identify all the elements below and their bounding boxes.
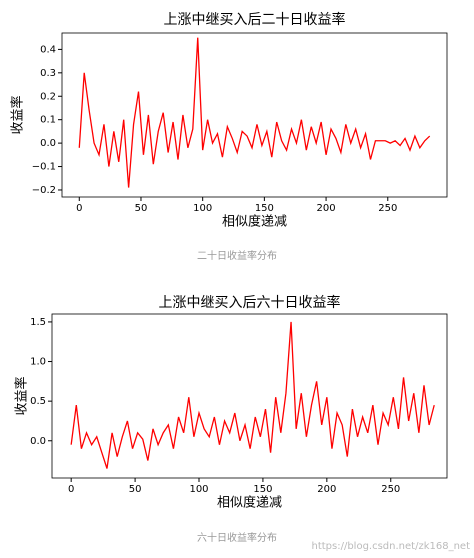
caption: 二十日收益率分布	[197, 249, 277, 262]
y-axis-label: 收益率	[14, 376, 30, 415]
x-tick-label: 0	[68, 484, 74, 495]
x-tick-label: 150	[253, 484, 272, 495]
x-tick-label: 100	[193, 203, 212, 214]
y-tick-label: −0.2	[32, 185, 56, 196]
y-tick-label: 0.1	[40, 115, 56, 126]
y-axis-label: 收益率	[10, 95, 26, 134]
data-line	[78, 37, 431, 188]
chart-title: 上涨中继买入后六十日收益率	[159, 294, 341, 311]
data-line	[70, 321, 435, 469]
caption: 六十日收益率分布	[197, 531, 277, 544]
y-tick-label: 0.0	[40, 138, 56, 149]
x-tick-label: 150	[255, 203, 274, 214]
x-axis-label: 相似度递减	[222, 214, 287, 230]
watermark: https://blog.csdn.net/zk168_net	[311, 541, 470, 552]
y-tick-label: 1.5	[30, 317, 46, 328]
y-tick-label: 0.4	[40, 44, 56, 55]
y-tick-label: 0.2	[40, 91, 56, 102]
y-tick-label: −0.1	[32, 162, 56, 173]
x-tick-label: 200	[317, 203, 336, 214]
x-axis-label: 相似度递减	[217, 495, 282, 511]
plot-frame	[61, 32, 448, 198]
x-tick-label: 50	[135, 203, 148, 214]
x-tick-label: 0	[76, 203, 82, 214]
y-tick-label: 1.0	[30, 357, 46, 368]
plot-frame	[51, 313, 448, 479]
y-tick-label: 0.5	[30, 396, 46, 407]
x-tick-label: 100	[189, 484, 208, 495]
x-tick-label: 250	[378, 203, 397, 214]
y-tick-label: 0.0	[30, 436, 46, 447]
chart-title: 上涨中继买入后二十日收益率	[164, 11, 346, 28]
x-tick-label: 250	[381, 484, 400, 495]
y-tick-label: 0.3	[40, 68, 56, 79]
x-tick-label: 200	[317, 484, 336, 495]
x-tick-label: 50	[129, 484, 142, 495]
